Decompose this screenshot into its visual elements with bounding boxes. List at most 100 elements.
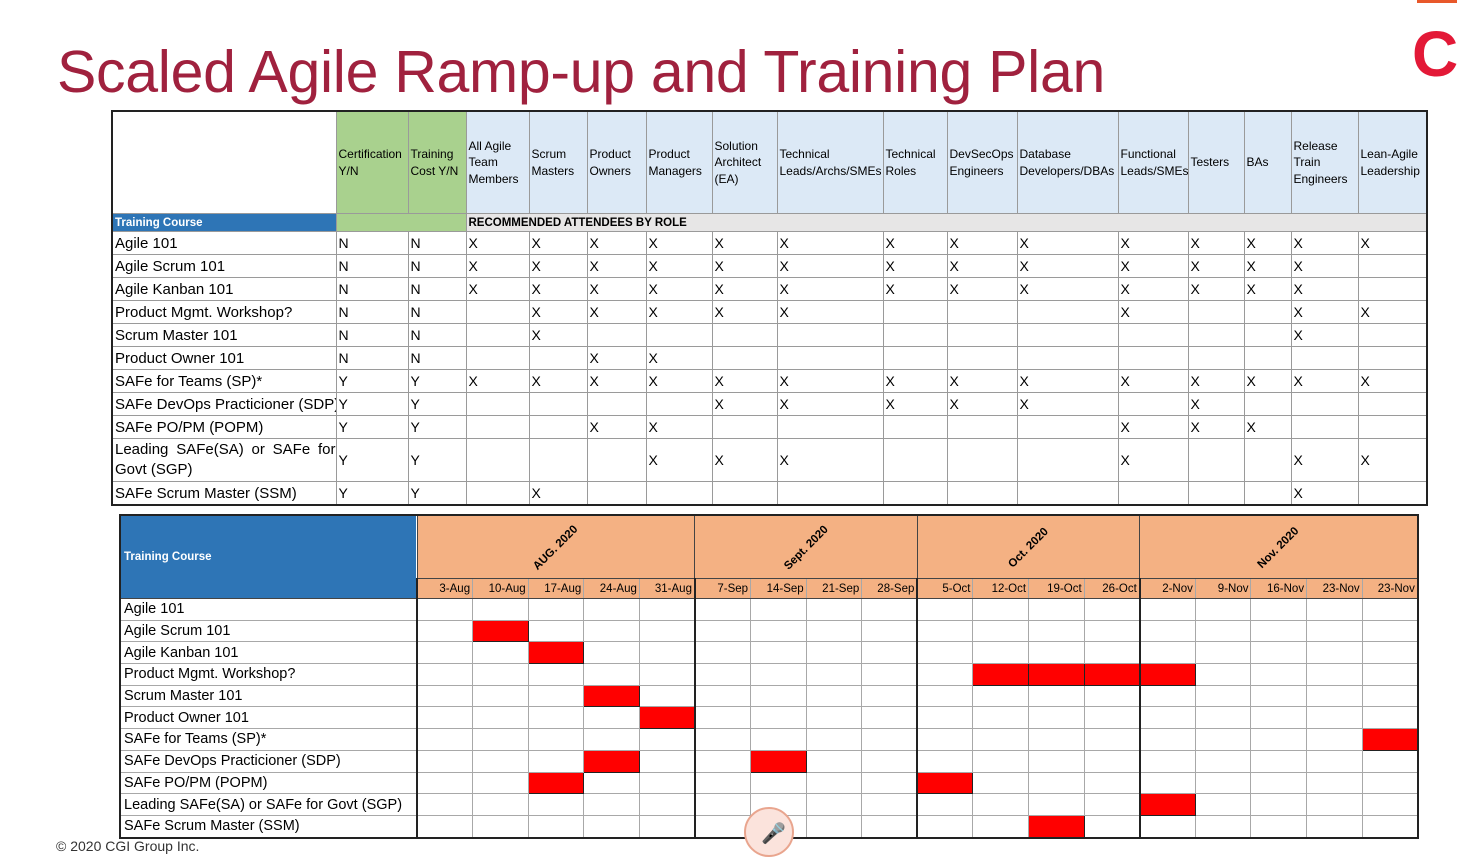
scheduled-cell: [1083, 663, 1141, 686]
attendee-mark: X: [645, 438, 713, 482]
week-header: 12-Oct: [972, 578, 1030, 599]
week-cell: [1194, 663, 1252, 686]
role-header: Testers: [1187, 110, 1245, 214]
cost-cell: Y: [407, 415, 467, 439]
week-cell: [972, 728, 1030, 751]
week-cell: [1250, 619, 1308, 643]
attendee-mark: X: [645, 300, 713, 324]
schedule-row: SAFe for Teams (SP)*: [119, 728, 1419, 751]
course-name: Product Mgmt. Workshop?: [119, 663, 418, 686]
role-header: Database Developers/DBAs: [1016, 110, 1119, 214]
week-cell: [693, 598, 752, 621]
week-cell: [861, 706, 918, 730]
week-cell: [1138, 619, 1196, 643]
course-name: SAFe DevOps Practicioner (SDP): [111, 392, 337, 416]
role-header: DevSecOps Engineers: [946, 110, 1018, 214]
week-header: 26-Oct: [1083, 578, 1141, 599]
week-cell: [527, 814, 585, 839]
week-cell: [1028, 793, 1085, 816]
week-header: 31-Aug: [638, 578, 696, 599]
week-cell: [972, 598, 1030, 621]
attendee-mark: X: [1243, 254, 1292, 278]
attendee-mark: [465, 392, 530, 416]
attendee-mark: [1117, 392, 1189, 416]
copyright-footer: © 2020 CGI Group Inc.: [56, 838, 200, 854]
week-cell: [750, 684, 807, 708]
week-cell: [472, 793, 529, 816]
attendee-mark: [465, 481, 530, 506]
week-cell: [805, 619, 863, 643]
week-cell: [1194, 598, 1252, 621]
week-cell: [1138, 684, 1196, 708]
attendee-mark: X: [528, 481, 588, 506]
week-cell: [472, 749, 529, 773]
week-cell: [1083, 598, 1141, 621]
attendee-mark: X: [1290, 231, 1359, 255]
attendee-mark: X: [882, 392, 948, 416]
week-cell: [861, 598, 918, 621]
week-cell: [1028, 641, 1085, 665]
section-bar-row: Training Course RECOMMENDED ATTENDEES BY …: [111, 213, 1428, 232]
week-cell: [805, 749, 863, 773]
month-label: AUG. 2020: [531, 523, 581, 573]
week-cell: [1138, 728, 1196, 751]
week-cell: [693, 771, 752, 795]
week-cell: [1306, 749, 1363, 773]
week-cell: [1250, 684, 1308, 708]
week-cell: [527, 598, 585, 621]
week-cell: [1083, 619, 1141, 643]
week-cell: [1083, 641, 1141, 665]
week-cell: [638, 749, 696, 773]
attendee-mark: X: [1016, 277, 1119, 301]
week-header: 9-Nov: [1194, 578, 1252, 599]
attendee-mark: [586, 438, 647, 482]
attendee-mark: [882, 415, 948, 439]
week-cell: [1250, 728, 1308, 751]
course-name: SAFe PO/PM (POPM): [119, 771, 418, 795]
week-cell: [972, 771, 1030, 795]
week-header: 17-Aug: [527, 578, 585, 599]
attendee-mark: X: [1187, 277, 1245, 301]
attendee-mark: X: [1290, 254, 1359, 278]
week-cell: [916, 728, 974, 751]
attendee-mark: [1187, 323, 1245, 347]
week-cell: [750, 619, 807, 643]
week-cell: [750, 706, 807, 730]
scheduled-cell: [583, 684, 640, 708]
week-cell: [916, 749, 974, 773]
page-title: Scaled Agile Ramp-up and Training Plan: [57, 39, 1105, 105]
attendee-mark: X: [645, 369, 713, 393]
cgi-logo: C: [1412, 18, 1457, 90]
attendee-mark: [1357, 346, 1428, 370]
course-name: Leading SAFe(SA) or SAFe for Govt (SGP): [111, 438, 337, 482]
scheduled-cell: [527, 641, 585, 665]
week-cell: [527, 793, 585, 816]
attendee-mark: [1243, 438, 1292, 482]
week-header: 5-Oct: [916, 578, 974, 599]
attendee-mark: X: [1016, 254, 1119, 278]
training-course-label: Training Course: [111, 213, 337, 232]
attendee-mark: [776, 346, 884, 370]
week-cell: [638, 814, 696, 839]
week-cell: [1194, 728, 1252, 751]
week-cell: [861, 814, 918, 839]
attendee-mark: X: [711, 277, 778, 301]
microphone-icon[interactable]: 🎤: [744, 807, 794, 857]
week-cell: [416, 728, 474, 751]
week-cell: [1194, 771, 1252, 795]
attendee-mark: X: [528, 323, 588, 347]
attendee-mark: X: [1117, 369, 1189, 393]
week-cell: [638, 598, 696, 621]
week-cell: [583, 598, 640, 621]
attendee-mark: [528, 438, 588, 482]
attendee-mark: X: [465, 254, 530, 278]
week-cell: [472, 728, 529, 751]
week-cell: [1250, 771, 1308, 795]
attendee-mark: [776, 323, 884, 347]
attendee-mark: X: [946, 254, 1018, 278]
week-cell: [1306, 814, 1363, 839]
course-name: Product Owner 101: [111, 346, 337, 370]
week-cell: [583, 641, 640, 665]
attendee-mark: X: [776, 231, 884, 255]
certification-cell: N: [335, 323, 409, 347]
